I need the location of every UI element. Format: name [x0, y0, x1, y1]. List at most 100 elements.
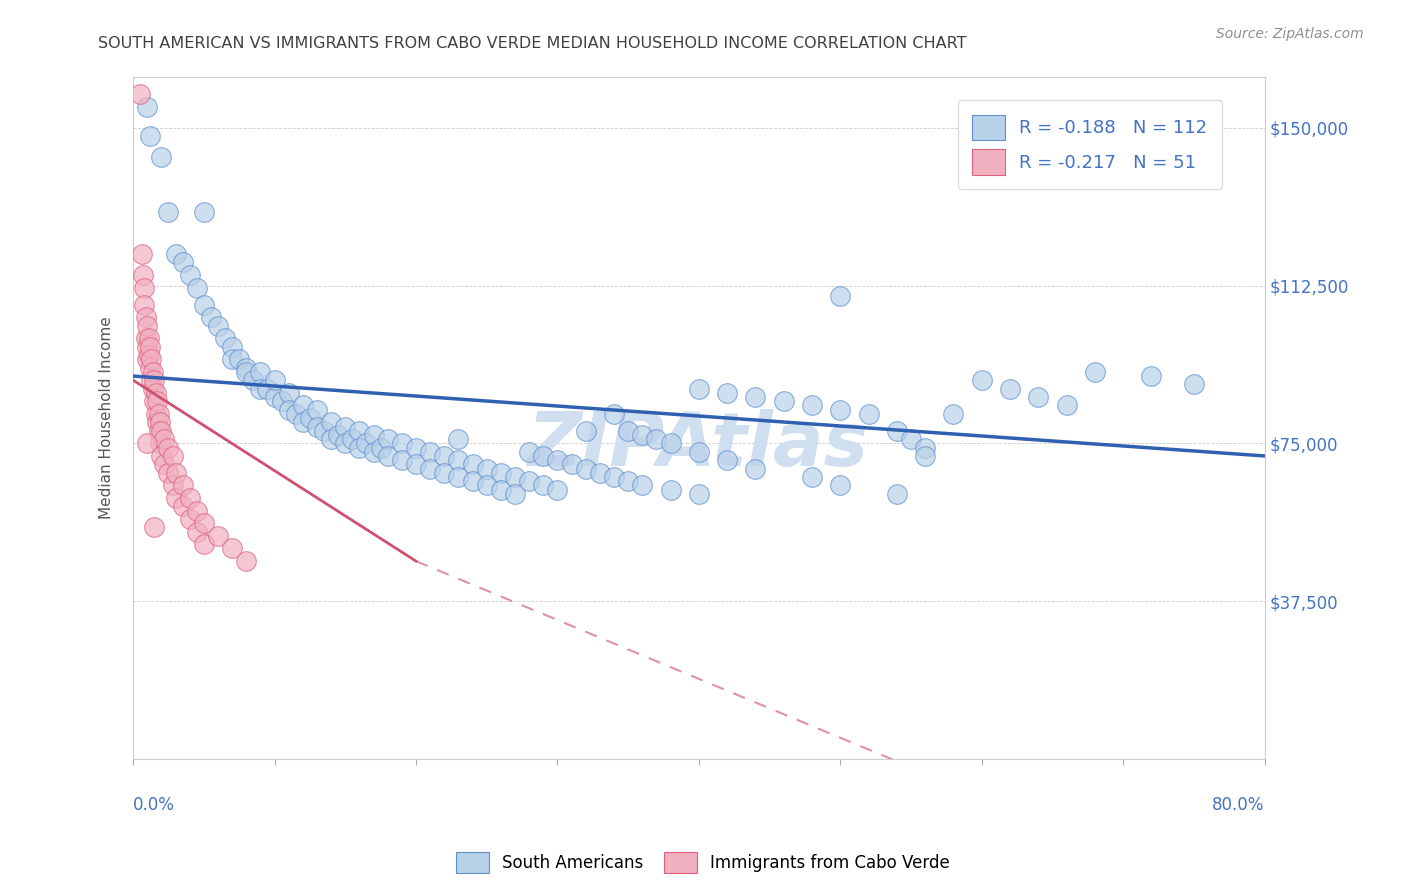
Point — [249, 365, 271, 379]
Point — [134, 297, 156, 311]
Point — [489, 483, 512, 497]
Point — [235, 554, 257, 568]
Point — [157, 466, 180, 480]
Point — [142, 382, 165, 396]
Point — [298, 411, 321, 425]
Point — [139, 340, 162, 354]
Point — [136, 340, 159, 354]
Point — [419, 444, 441, 458]
Point — [135, 331, 157, 345]
Point — [221, 352, 243, 367]
Point — [165, 247, 187, 261]
Point — [134, 281, 156, 295]
Point — [214, 331, 236, 345]
Point — [531, 449, 554, 463]
Point — [277, 402, 299, 417]
Point — [228, 352, 250, 367]
Point — [153, 458, 176, 472]
Point — [172, 478, 194, 492]
Point — [193, 205, 215, 219]
Point — [517, 474, 540, 488]
Point — [235, 360, 257, 375]
Point — [165, 466, 187, 480]
Point — [617, 424, 640, 438]
Point — [433, 466, 456, 480]
Point — [328, 428, 350, 442]
Point — [148, 407, 170, 421]
Point — [575, 461, 598, 475]
Point — [461, 474, 484, 488]
Point — [342, 432, 364, 446]
Point — [153, 432, 176, 446]
Point — [391, 436, 413, 450]
Point — [801, 470, 824, 484]
Point — [291, 399, 314, 413]
Point — [148, 424, 170, 438]
Point — [193, 537, 215, 551]
Point — [132, 268, 155, 282]
Point — [858, 407, 880, 421]
Point — [145, 385, 167, 400]
Point — [141, 352, 163, 367]
Point — [914, 449, 936, 463]
Point — [659, 483, 682, 497]
Point — [589, 466, 612, 480]
Y-axis label: Median Household Income: Median Household Income — [100, 317, 114, 519]
Point — [716, 385, 738, 400]
Point — [1056, 399, 1078, 413]
Point — [942, 407, 965, 421]
Point — [179, 512, 201, 526]
Point — [475, 461, 498, 475]
Point — [136, 352, 159, 367]
Point — [149, 436, 172, 450]
Point — [744, 461, 766, 475]
Point — [631, 478, 654, 492]
Point — [335, 419, 357, 434]
Point — [138, 331, 160, 345]
Point — [631, 428, 654, 442]
Point — [186, 281, 208, 295]
Point — [433, 449, 456, 463]
Point — [263, 373, 285, 387]
Point — [377, 432, 399, 446]
Point — [503, 470, 526, 484]
Point — [263, 390, 285, 404]
Point — [321, 415, 343, 429]
Point — [305, 419, 328, 434]
Point — [419, 461, 441, 475]
Point — [270, 394, 292, 409]
Point — [149, 415, 172, 429]
Point — [138, 348, 160, 362]
Point — [370, 441, 392, 455]
Point — [998, 382, 1021, 396]
Point — [136, 100, 159, 114]
Point — [1026, 390, 1049, 404]
Legend: South Americans, Immigrants from Cabo Verde: South Americans, Immigrants from Cabo Ve… — [449, 846, 957, 880]
Point — [284, 407, 307, 421]
Point — [830, 478, 852, 492]
Point — [277, 385, 299, 400]
Point — [207, 529, 229, 543]
Point — [135, 310, 157, 325]
Point — [405, 441, 427, 455]
Point — [603, 470, 626, 484]
Point — [914, 441, 936, 455]
Point — [546, 453, 568, 467]
Point — [145, 407, 167, 421]
Point — [603, 407, 626, 421]
Point — [172, 255, 194, 269]
Point — [377, 449, 399, 463]
Point — [305, 402, 328, 417]
Point — [447, 470, 470, 484]
Point — [561, 458, 583, 472]
Point — [136, 436, 159, 450]
Point — [150, 424, 173, 438]
Point — [801, 399, 824, 413]
Point — [363, 444, 385, 458]
Point — [405, 458, 427, 472]
Point — [242, 373, 264, 387]
Point — [503, 487, 526, 501]
Point — [1182, 377, 1205, 392]
Point — [970, 373, 993, 387]
Point — [886, 424, 908, 438]
